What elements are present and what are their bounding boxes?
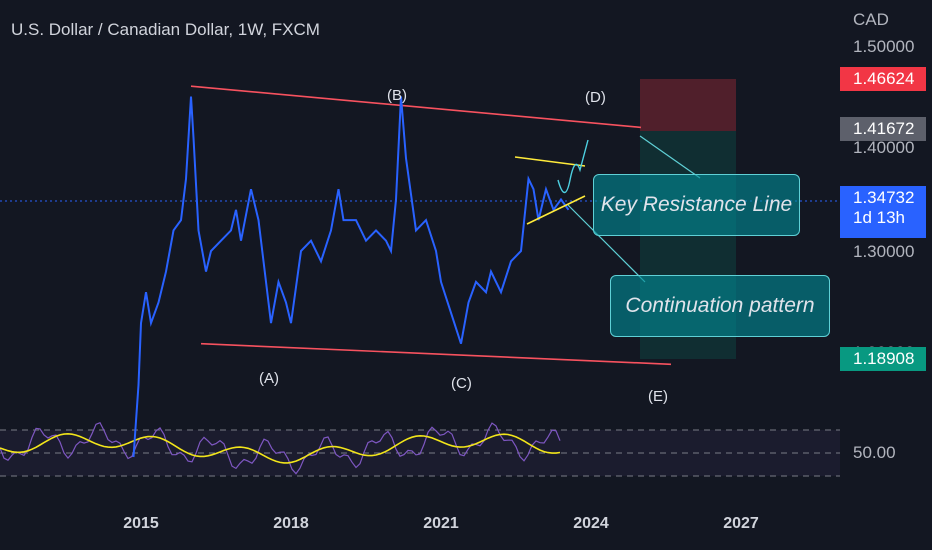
callout-pointer-top bbox=[639, 135, 701, 179]
bar-countdown: 1d 13h bbox=[853, 208, 905, 227]
wave-label-c: (C) bbox=[451, 375, 472, 392]
callout-pointer-bottom bbox=[567, 204, 646, 283]
x-tick: 2024 bbox=[573, 515, 609, 532]
rsi-ma-line bbox=[0, 432, 561, 464]
rsi-line bbox=[0, 421, 561, 475]
entry-price-tag: 1.41672 bbox=[840, 117, 926, 141]
y-tick: 1.30000 bbox=[853, 242, 915, 261]
currency-label: CAD bbox=[853, 10, 889, 29]
projection-path bbox=[557, 139, 589, 194]
price-line bbox=[132, 96, 570, 458]
wave-label-e: (E) bbox=[648, 388, 668, 405]
x-tick: 2027 bbox=[723, 515, 759, 532]
key-resistance-callout[interactable]: Key Resistance Line bbox=[593, 174, 800, 236]
y-tick: 1.50000 bbox=[853, 37, 915, 56]
continuation-pattern-callout[interactable]: Continuation pattern bbox=[610, 275, 830, 337]
pennant-lower bbox=[526, 195, 586, 225]
rsi-level-label: 50.00 bbox=[853, 443, 896, 462]
support-line bbox=[200, 342, 672, 366]
current-price-value: 1.34732 bbox=[853, 188, 915, 207]
current-price-tag: 1.34732 1d 13h bbox=[840, 186, 926, 238]
target-price-tag: 1.46624 bbox=[840, 67, 926, 91]
x-tick: 2018 bbox=[273, 515, 309, 532]
target-zone bbox=[640, 79, 736, 131]
wave-label-d: (D) bbox=[585, 89, 606, 106]
wave-label-b: (B) bbox=[387, 87, 407, 104]
rsi-panel bbox=[0, 421, 840, 477]
y-tick: 1.40000 bbox=[853, 138, 915, 157]
chart-title: U.S. Dollar / Canadian Dollar, 1W, FXCM bbox=[11, 20, 320, 39]
x-tick: 2021 bbox=[423, 515, 459, 532]
wave-label-a: (A) bbox=[259, 370, 279, 387]
pennant-upper bbox=[514, 156, 586, 167]
resistance-line bbox=[190, 85, 642, 129]
stop-price-tag: 1.18908 bbox=[840, 347, 926, 371]
x-tick: 2015 bbox=[123, 515, 159, 532]
